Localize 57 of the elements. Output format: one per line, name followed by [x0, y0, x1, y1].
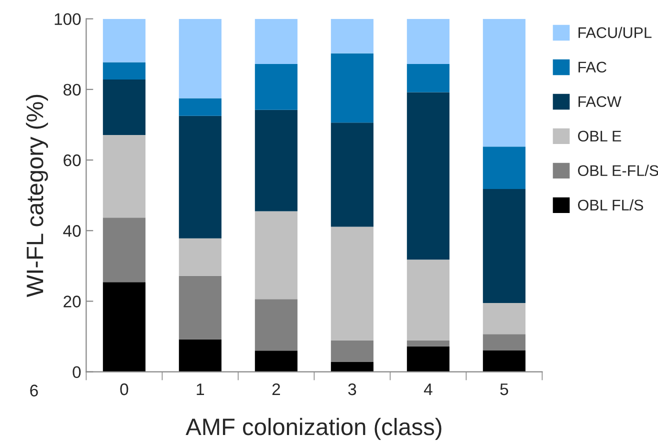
bar [178, 98, 222, 116]
bar [254, 64, 298, 110]
bar [102, 62, 146, 80]
bar [178, 116, 222, 238]
bar [406, 92, 450, 260]
bar [482, 350, 526, 372]
y-tick-label: 40 [63, 225, 81, 237]
bar [482, 18, 526, 147]
bar [254, 110, 298, 212]
bar [102, 218, 146, 282]
bar [254, 299, 298, 351]
legend-label: OBL E [578, 130, 622, 142]
bar [330, 226, 374, 340]
bar [330, 362, 374, 372]
y-tick-label: 20 [64, 296, 81, 308]
bar [102, 134, 146, 218]
bar [482, 303, 526, 334]
x-tick-label: 2 [272, 383, 280, 396]
bar [406, 346, 450, 372]
bar [102, 18, 146, 62]
bar [482, 146, 526, 189]
x-axis-title: AMF colonization (class) [186, 418, 442, 440]
bar [102, 282, 146, 372]
bar [330, 18, 374, 54]
bar [406, 340, 450, 346]
legend-label: FAC [578, 62, 606, 73]
bar [178, 339, 222, 372]
x-tick-label: 5 [500, 384, 508, 396]
y-tick-label: 60 [64, 154, 81, 166]
bar [178, 276, 222, 340]
legend-label: OBL FL/S [578, 199, 644, 211]
bar [178, 238, 222, 276]
x-tick-label: 3 [348, 383, 356, 396]
legend-label: FACU/UPL [578, 26, 652, 38]
bar [330, 340, 374, 362]
x-tick-label: 0 [120, 383, 128, 396]
bar [330, 53, 374, 123]
bar [406, 260, 450, 340]
y-tick-label: 100 [54, 13, 81, 26]
bar [406, 18, 450, 64]
bar [406, 64, 450, 92]
bar [102, 80, 146, 135]
bar [482, 334, 526, 350]
legend-label: FACW [578, 96, 622, 108]
y-tick-label: 80 [64, 84, 81, 96]
bar [178, 18, 222, 98]
y-axis-title: WI-FL category (%) [26, 94, 48, 298]
y-tick-label: 0 [72, 366, 81, 378]
bar [482, 188, 526, 303]
text: 6 [30, 384, 38, 396]
x-tick-label: 1 [196, 384, 204, 396]
bar [254, 211, 298, 300]
bar [254, 18, 298, 64]
bar [254, 350, 298, 372]
legend-label: OBL E-FL/S [578, 164, 658, 176]
x-tick-label: 4 [424, 384, 432, 396]
bar [330, 122, 374, 227]
